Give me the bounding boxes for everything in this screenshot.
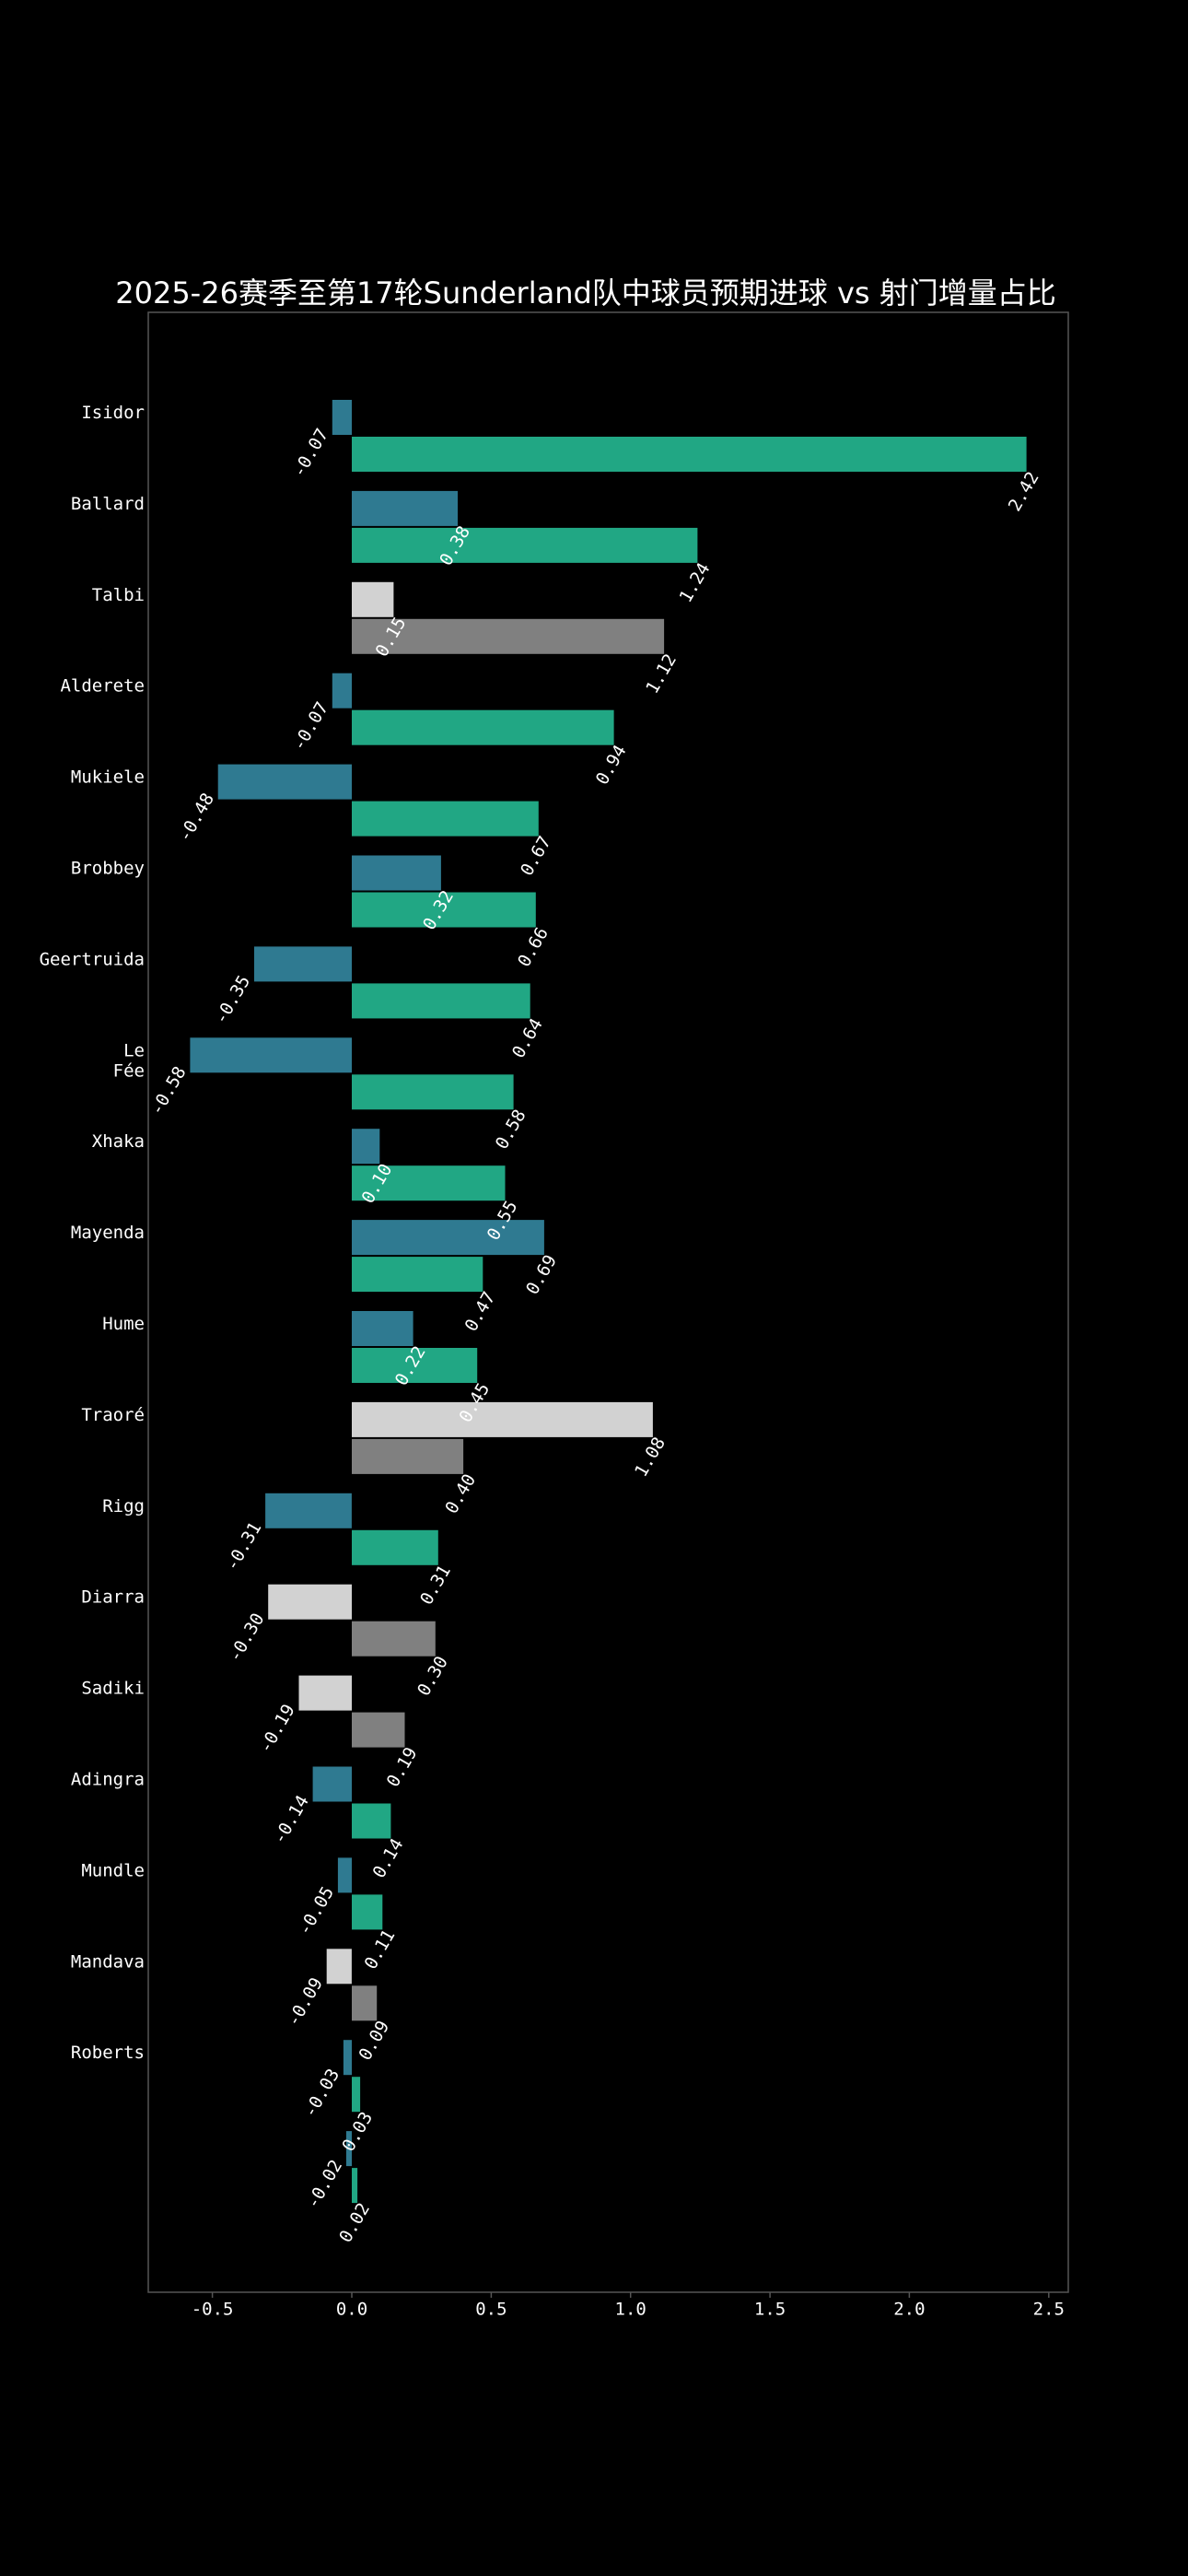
y-tick-label-4: Mukiele <box>71 767 145 788</box>
lower-bar-2 <box>352 618 665 654</box>
y-tick-label-15: Adingra <box>71 1770 145 1790</box>
chart-title: 2025-26赛季至第17轮Sunderland队中球员预期进球 vs 射门增量… <box>115 275 1056 310</box>
upper-bar-17 <box>326 1949 352 1985</box>
lower-bar-3 <box>352 709 614 745</box>
plot-frame <box>147 311 1069 2293</box>
bars-layer <box>190 400 1027 2204</box>
upper-bar-18 <box>343 2040 352 2076</box>
lower-bar-7 <box>352 1074 514 1110</box>
y-tick-label-6: Geertruida <box>40 949 145 969</box>
x-tick-label-1: 0.0 <box>336 2300 367 2320</box>
y-tick-label-13: Diarra <box>81 1587 145 1608</box>
y-tick-label-16: Mundle <box>81 1860 145 1880</box>
lower-bar-16 <box>352 1894 383 1930</box>
x-tick-label-3: 1.0 <box>615 2300 646 2320</box>
upper-bar-10 <box>352 1311 413 1346</box>
upper-bar-4 <box>217 764 352 800</box>
upper-bar-6 <box>254 946 352 982</box>
lower-bar-10 <box>352 1348 478 1383</box>
y-tick-label-18: Roberts <box>71 2043 145 2063</box>
y-tick-labels: Isidor Ballard Talbi Alderete Mukiele Brobbey… <box>40 403 145 2063</box>
upper-bar-13 <box>268 1584 352 1620</box>
y-tick-label-7: Le Fée <box>113 1040 145 1081</box>
lower-bar-9 <box>352 1257 483 1293</box>
upper-bar-0 <box>332 400 352 435</box>
y-tick-label-2: Talbi <box>92 585 145 605</box>
y-tick-label-12: Rigg <box>102 1496 145 1516</box>
y-tick-label-5: Brobbey <box>71 859 145 879</box>
lower-bar-11 <box>352 1438 464 1474</box>
lower-bar-12 <box>352 1529 438 1565</box>
upper-bar-5 <box>352 855 441 891</box>
x-tick-label-2: 0.5 <box>475 2300 507 2320</box>
lower-bar-19 <box>352 2168 358 2204</box>
upper-bar-11 <box>352 1401 653 1437</box>
y-tick-label-0: Isidor <box>81 403 145 423</box>
lower-bar-13 <box>352 1621 436 1657</box>
upper-bar-8 <box>352 1129 380 1165</box>
upper-bar-9 <box>352 1220 544 1256</box>
x-tick-label-6: 2.5 <box>1033 2300 1065 2320</box>
x-tick-labels: -0.5 0.0 0.5 1.0 1.5 2.0 2.5 <box>192 2292 1065 2320</box>
upper-bar-2 <box>352 581 394 617</box>
y-tick-label-3: Alderete <box>60 676 145 697</box>
y-tick-label-10: Hume <box>102 1314 145 1334</box>
y-tick-label-17: Mandava <box>71 1951 145 1972</box>
y-tick-label-14: Sadiki <box>81 1679 145 1699</box>
upper-bar-12 <box>265 1493 352 1528</box>
x-tick-label-4: 1.5 <box>754 2300 786 2320</box>
lower-bar-6 <box>352 983 530 1019</box>
x-tick-label-0: -0.5 <box>192 2300 234 2320</box>
lower-bar-14 <box>352 1712 405 1748</box>
upper-bar-1 <box>352 490 458 526</box>
upper-bar-7 <box>190 1037 352 1073</box>
lower-bar-0 <box>352 437 1027 472</box>
lower-bar-1 <box>352 527 698 563</box>
y-tick-label-8: Xhaka <box>92 1131 145 1152</box>
y-tick-label-1: Ballard <box>71 494 145 514</box>
upper-bar-3 <box>332 673 352 708</box>
y-tick-label-11: Traoré <box>81 1405 145 1425</box>
lower-bar-18 <box>352 2077 361 2113</box>
upper-bar-16 <box>337 1857 352 1893</box>
upper-bar-19 <box>345 2131 352 2167</box>
upper-bar-15 <box>312 1766 352 1802</box>
lower-bar-5 <box>352 892 536 928</box>
upper-bar-14 <box>298 1675 352 1711</box>
y-tick-label-9: Mayenda <box>71 1223 145 1243</box>
lower-bar-8 <box>352 1165 506 1201</box>
lower-bar-15 <box>352 1803 391 1839</box>
lower-bar-17 <box>352 1985 378 2021</box>
x-tick-label-5: 2.0 <box>893 2300 925 2320</box>
lower-bar-4 <box>352 801 539 837</box>
